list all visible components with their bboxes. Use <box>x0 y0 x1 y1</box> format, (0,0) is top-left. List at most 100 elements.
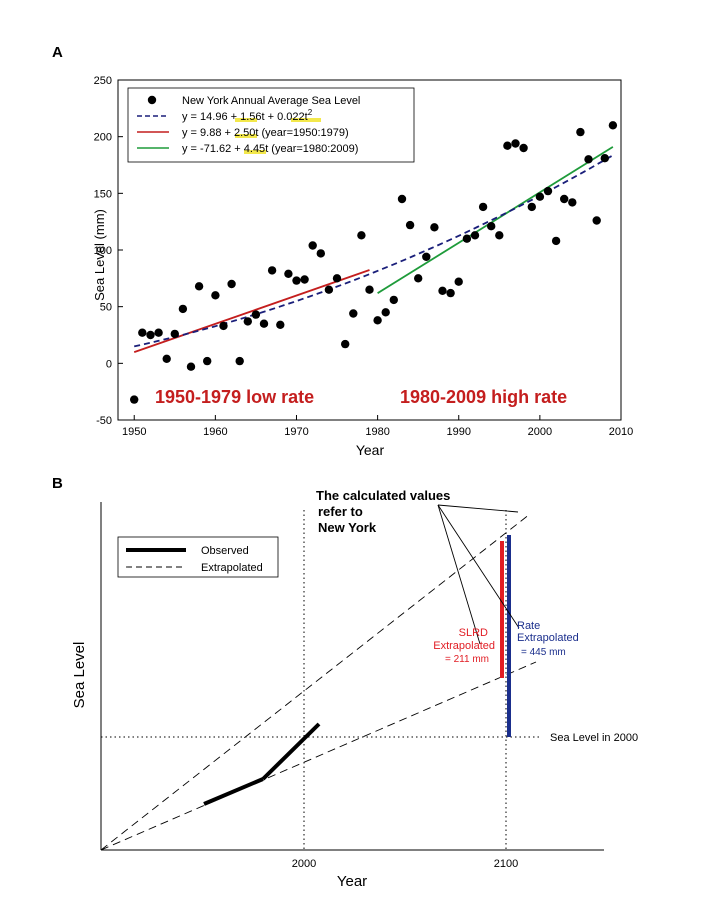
data-point <box>324 285 334 294</box>
data-point <box>235 356 244 366</box>
panel-a-x-axis-label: Year <box>356 442 385 458</box>
data-point <box>592 216 601 225</box>
data-point <box>422 252 431 261</box>
data-point <box>454 277 463 286</box>
data-point <box>259 319 269 328</box>
slrd-label-line1: SLRD <box>459 627 488 639</box>
callout-title-line3: New York <box>318 520 377 535</box>
y-tick-label: 150 <box>94 188 112 200</box>
data-point <box>162 354 171 363</box>
rate-label-line2: Extrapolated <box>517 632 579 644</box>
panel-b-x-axis-label: Year <box>337 873 367 890</box>
legend-entry-points: New York Annual Average Sea Level <box>182 95 360 107</box>
data-point <box>584 155 593 164</box>
data-point <box>405 220 415 230</box>
callout-title-line2: refer to <box>318 504 363 519</box>
x-tick-label: 1950 <box>122 426 146 438</box>
annotation-high-rate: 1980-2009 high rate <box>400 387 567 407</box>
x-tick-label: 2010 <box>609 426 633 438</box>
data-point <box>519 143 528 153</box>
legend-entry-low-rate: y = 9.88 + 2.50t (year=1950:1979) <box>182 127 349 139</box>
data-point <box>543 186 553 196</box>
data-point <box>511 139 520 148</box>
data-point <box>397 194 407 204</box>
data-point <box>608 121 618 130</box>
data-point <box>130 395 139 404</box>
data-point <box>186 362 196 371</box>
legend-entry-high-rate: y = -71.62 + 4.45t (year=1980:2009) <box>182 143 358 155</box>
panel-a-chart: -50 0 50 100 150 200 250 1950 1960 1970 1980 1990 2… <box>92 75 633 458</box>
data-point <box>178 304 188 314</box>
data-point <box>308 241 317 250</box>
legend-highlight <box>244 150 266 154</box>
x-tick-label: 1990 <box>446 426 470 438</box>
data-point <box>203 356 212 366</box>
data-point <box>194 282 204 291</box>
data-point <box>470 231 480 240</box>
slrd-label-line2: Extrapolated <box>433 640 495 652</box>
legend-highlight <box>291 118 321 122</box>
y-tick-label: -50 <box>96 415 112 427</box>
callout-line-right <box>437 504 520 629</box>
data-point <box>341 339 350 349</box>
data-point <box>381 308 390 317</box>
legend-extrapolated-label: Extrapolated <box>201 562 263 574</box>
data-point <box>146 330 155 340</box>
x-tick-label: 1980 <box>365 426 389 438</box>
callout-line-top <box>437 504 519 513</box>
fit-line-high-rate <box>377 146 614 294</box>
data-point <box>219 321 228 331</box>
data-point <box>414 274 423 283</box>
legend-entry-quadratic: y = 14.96 + 1.56t + 0.022t2 <box>182 108 313 123</box>
data-point <box>316 249 325 258</box>
data-point <box>284 269 293 278</box>
panel-b-legend: Observed Extrapolated <box>117 536 279 578</box>
data-point <box>373 316 382 325</box>
y-tick-label: 50 <box>100 302 112 314</box>
fit-line-quadratic <box>134 154 614 348</box>
sea-level-2000-label: Sea Level in 2000 <box>550 732 638 744</box>
panel-b-y-axis-label: Sea Level <box>71 642 88 709</box>
y-tick-label: 250 <box>94 75 112 87</box>
data-point <box>211 291 220 300</box>
panel-a-fit-lines <box>133 146 614 353</box>
data-point <box>276 320 285 329</box>
x-tick-label: 1970 <box>284 426 308 438</box>
data-point <box>551 236 561 246</box>
annotation-low-rate: 1950-1979 low rate <box>155 387 314 407</box>
legend-highlight <box>235 118 257 122</box>
data-point <box>154 328 163 337</box>
y-tick-label: 200 <box>94 132 112 144</box>
panel-b-chart: Observed Extrapolated The calculated val… <box>71 488 638 890</box>
panel-a-legend-box <box>127 87 415 163</box>
data-point <box>389 295 398 305</box>
data-point <box>357 231 366 240</box>
data-point <box>487 222 496 231</box>
legend-marker-points <box>147 95 157 105</box>
legend-highlight <box>235 134 257 138</box>
observed-high-segment <box>261 722 321 781</box>
data-point <box>365 285 374 294</box>
data-point <box>560 194 569 204</box>
data-point <box>332 274 342 283</box>
x-tick-2100: 2100 <box>494 858 518 870</box>
fit-line-low-rate <box>133 269 370 353</box>
data-point <box>503 141 512 150</box>
data-point <box>446 288 455 298</box>
panel-label-a: A <box>52 44 63 61</box>
rate-label-line3: = 445 mm <box>521 647 566 658</box>
data-point <box>170 329 179 339</box>
data-point <box>243 317 252 326</box>
y-tick-label: 100 <box>94 245 112 257</box>
data-point <box>292 276 301 285</box>
data-point <box>251 310 261 319</box>
slrd-label-line3: = 211 mm <box>445 654 489 665</box>
data-point <box>227 279 236 289</box>
callout-title-line1: The calculated values <box>316 488 450 503</box>
data-point <box>349 309 358 318</box>
observed-low-segment <box>203 777 264 806</box>
data-point <box>568 198 577 207</box>
x-tick-2000: 2000 <box>292 858 316 870</box>
data-point <box>430 223 439 232</box>
data-point <box>535 192 545 201</box>
